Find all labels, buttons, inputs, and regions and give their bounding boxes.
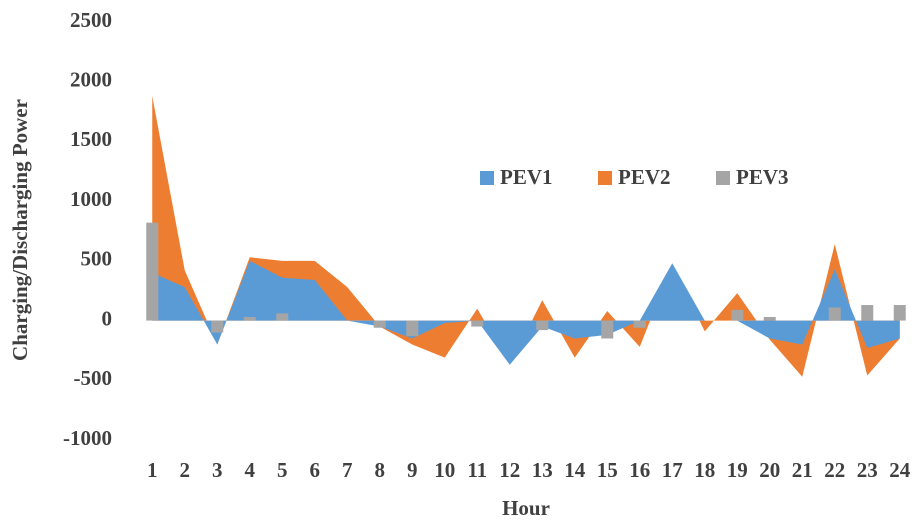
bar [731,309,744,321]
bar [763,316,776,321]
x-tick-label: 7 [342,458,353,482]
y-tick-label: -1000 [63,426,112,450]
area [152,96,900,377]
legend-label: PEV2 [618,165,671,189]
x-tick-label: 21 [792,458,813,482]
x-tick-label: 13 [532,458,553,482]
bar [373,320,386,328]
x-tick-label: 6 [310,458,321,482]
bar [471,320,484,327]
bar [633,320,646,328]
x-tick-label: 23 [857,458,878,482]
legend-label: PEV3 [736,165,789,189]
x-tick-label: 22 [824,458,845,482]
bar [828,307,841,321]
x-tick-label: 4 [245,458,256,482]
y-tick-label: 1000 [70,187,112,211]
legend-swatch [598,171,612,185]
y-tick-label: 1500 [70,127,112,151]
bar [861,305,874,321]
area [152,260,900,365]
legend-swatch [716,171,730,185]
y-axis-label: Charging/Discharging Power [8,99,32,361]
bar [406,320,419,337]
x-tick-label: 5 [277,458,288,482]
y-tick-label: 2000 [70,68,112,92]
x-tick-label: 1 [147,458,158,482]
x-tick-label: 20 [759,458,780,482]
bar [243,316,256,321]
bar [146,222,159,321]
y-tick-label: 500 [81,247,113,271]
y-tick-label: 0 [102,306,113,330]
x-tick-label: 8 [375,458,386,482]
x-tick-label: 11 [467,458,487,482]
x-tick-label: 15 [597,458,618,482]
x-tick-label: 18 [694,458,715,482]
x-tick-label: 14 [564,458,586,482]
x-tick-label: 24 [889,458,911,482]
bar [276,313,289,321]
x-axis-label: Hour [502,496,550,520]
legend-label: PEV1 [500,165,553,189]
legend-swatch [480,171,494,185]
y-tick-label: -500 [74,366,113,390]
bar [536,320,549,331]
x-tick-label: 17 [662,458,683,482]
x-tick-label: 12 [499,458,520,482]
y-tick-label: 2500 [70,8,112,32]
x-tick-label: 9 [407,458,418,482]
x-tick-label: 3 [212,458,223,482]
bar [601,320,614,339]
x-tick-label: 10 [434,458,455,482]
bar [893,305,906,321]
x-tick-label: 16 [629,458,650,482]
x-tick-label: 19 [727,458,748,482]
x-tick-label: 2 [180,458,191,482]
bar [211,320,224,333]
